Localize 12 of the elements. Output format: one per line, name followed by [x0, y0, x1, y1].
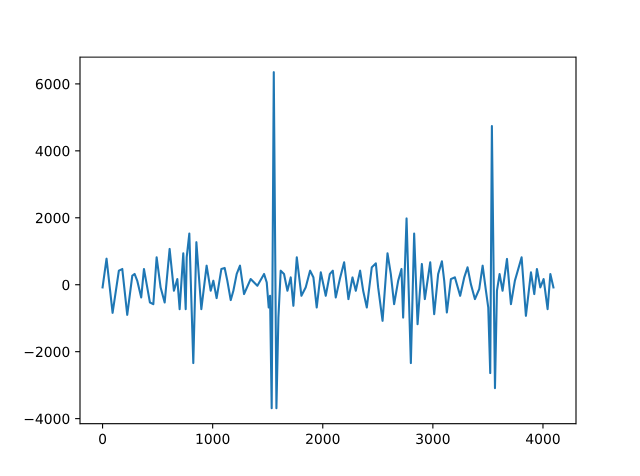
y-tick-label: 4000 — [36, 146, 70, 156]
y-tick-label: 2000 — [36, 212, 70, 224]
y-tick-label: −2000 — [24, 346, 70, 358]
y-tick-label: −4000 — [24, 414, 70, 424]
y-tick-label: 6000 — [36, 78, 70, 90]
x-tick-label: 3000 — [416, 434, 450, 444]
y-tick-label: 0 — [62, 280, 70, 290]
x-tick-label: 2000 — [306, 434, 340, 444]
line-series — [102, 71, 554, 410]
x-tick-label: 4000 — [526, 434, 560, 444]
x-tick-label: 1000 — [196, 434, 230, 444]
x-tick-label: 0 — [99, 434, 106, 444]
